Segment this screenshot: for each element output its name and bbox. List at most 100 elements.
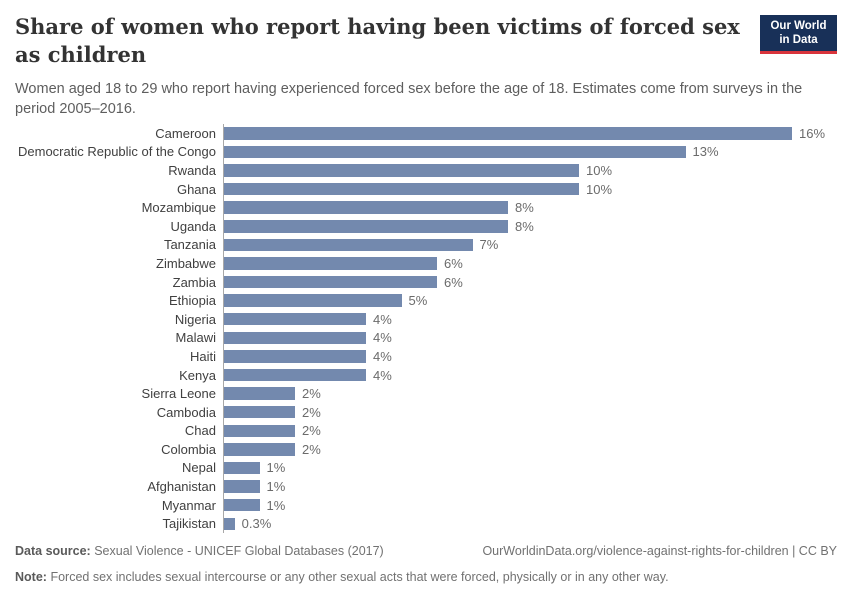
country-label: Rwanda bbox=[168, 162, 216, 178]
bar-track: 6% bbox=[223, 272, 850, 292]
bar-track: 2% bbox=[223, 440, 850, 459]
chart-row: Colombia 2% bbox=[0, 440, 850, 459]
bar[interactable] bbox=[224, 387, 295, 400]
value-label: 13% bbox=[692, 144, 719, 160]
value-label: 2% bbox=[302, 441, 321, 457]
bar[interactable] bbox=[224, 220, 508, 233]
bar-chart: Cameroon 16% Democratic Republic of the Co… bbox=[0, 124, 850, 534]
chart-row: Tajikistan 0.3% bbox=[0, 514, 850, 534]
bar-track: 4% bbox=[223, 309, 850, 329]
note-label: Note: bbox=[15, 570, 47, 585]
bar-track: 1% bbox=[223, 477, 850, 496]
bar-rows: Cameroon 16% Democratic Republic of the Co… bbox=[0, 124, 850, 534]
bar-track: 0.3% bbox=[223, 514, 850, 534]
value-label: 10% bbox=[586, 162, 613, 178]
chart-row: Rwanda 10% bbox=[0, 161, 850, 180]
data-source-label: Data source: bbox=[15, 544, 91, 558]
chart-row: Afghanistan 1% bbox=[0, 477, 850, 496]
chart-row: Ethiopia 5% bbox=[0, 291, 850, 310]
country-label: Ghana bbox=[176, 181, 216, 197]
bar-track: 4% bbox=[223, 365, 850, 385]
bar[interactable] bbox=[224, 461, 260, 475]
footer: Data source: Sexual Violence - UNICEF Gl… bbox=[15, 543, 837, 586]
bar[interactable] bbox=[224, 164, 579, 177]
bar-track: 8% bbox=[223, 216, 850, 236]
bar[interactable] bbox=[224, 294, 402, 307]
chart-row: Kenya 4% bbox=[0, 365, 850, 385]
country-label: Zambia bbox=[172, 274, 216, 290]
value-label: 1% bbox=[266, 497, 286, 513]
bar-track: 1% bbox=[223, 458, 850, 478]
owid-logo-line2: in Data bbox=[779, 34, 818, 47]
chart-row: Chad 2% bbox=[0, 421, 850, 441]
bar[interactable] bbox=[224, 182, 579, 196]
country-label: Myanmar bbox=[161, 497, 216, 513]
chart-row: Malawi 4% bbox=[0, 328, 850, 348]
owid-url-link[interactable]: OurWorldinData.org/violence-against-righ… bbox=[482, 544, 837, 558]
country-label: Nepal bbox=[182, 460, 216, 476]
bar[interactable] bbox=[224, 331, 366, 345]
chart-subtitle: Women aged 18 to 29 who report having ex… bbox=[15, 81, 803, 117]
bar-track: 2% bbox=[223, 421, 850, 441]
value-label: 8% bbox=[515, 218, 534, 234]
bar[interactable] bbox=[224, 443, 295, 456]
bar[interactable] bbox=[224, 368, 366, 382]
bar-track: 2% bbox=[223, 402, 850, 422]
chart-row: Mozambique 8% bbox=[0, 198, 850, 217]
value-label: 8% bbox=[515, 200, 534, 216]
bar[interactable] bbox=[224, 201, 508, 214]
data-source-line: Data source: Sexual Violence - UNICEF Gl… bbox=[15, 543, 384, 559]
page-title: Share of women who report having been vi… bbox=[15, 14, 740, 67]
bar-track: 8% bbox=[223, 198, 850, 217]
chart-row: Tanzania 7% bbox=[0, 235, 850, 255]
bar[interactable] bbox=[224, 350, 366, 363]
chart-row: Sierra Leone 2% bbox=[0, 384, 850, 403]
country-label: Afghanistan bbox=[147, 479, 216, 495]
bar[interactable] bbox=[224, 517, 235, 531]
value-label: 4% bbox=[373, 367, 392, 383]
country-label: Uganda bbox=[170, 218, 216, 234]
owid-logo[interactable]: Our World in Data bbox=[760, 15, 837, 54]
value-label: 4% bbox=[373, 348, 392, 364]
value-label: 2% bbox=[302, 404, 321, 420]
bar[interactable] bbox=[224, 257, 437, 270]
value-label: 4% bbox=[373, 330, 392, 346]
bar-track: 13% bbox=[223, 142, 850, 162]
chart-row: Zimbabwe 6% bbox=[0, 254, 850, 273]
country-label: Nigeria bbox=[174, 311, 216, 327]
note-line: Note: Forced sex includes sexual interco… bbox=[15, 569, 837, 585]
bar[interactable] bbox=[224, 498, 260, 512]
bar[interactable] bbox=[224, 480, 260, 493]
value-label: 10% bbox=[586, 181, 613, 197]
value-label: 6% bbox=[444, 255, 463, 271]
value-label: 1% bbox=[266, 460, 286, 476]
bar[interactable] bbox=[224, 424, 295, 438]
country-label: Ethiopia bbox=[169, 293, 216, 309]
bar[interactable] bbox=[224, 275, 437, 289]
country-label: Tajikistan bbox=[162, 516, 216, 532]
value-label: 7% bbox=[479, 237, 499, 253]
note-text: Forced sex includes sexual intercourse o… bbox=[50, 570, 669, 585]
owid-logo-line1: Our World bbox=[770, 20, 827, 32]
country-label: Kenya bbox=[179, 367, 216, 383]
country-label: Cambodia bbox=[156, 404, 216, 420]
bar[interactable] bbox=[224, 145, 686, 159]
data-source-text: Sexual Violence - UNICEF Global Database… bbox=[94, 544, 384, 558]
country-label: Chad bbox=[184, 423, 216, 439]
bar-track: 10% bbox=[223, 179, 850, 199]
bar[interactable] bbox=[224, 127, 792, 140]
bar-track: 4% bbox=[223, 328, 850, 348]
chart-row: Myanmar 1% bbox=[0, 495, 850, 515]
value-label: 1% bbox=[266, 479, 286, 495]
value-label: 0.3% bbox=[241, 516, 272, 532]
country-label: Mozambique bbox=[141, 200, 216, 216]
value-label: 2% bbox=[302, 423, 321, 439]
country-label: Malawi bbox=[175, 330, 216, 346]
chart-row: Ghana 10% bbox=[0, 179, 850, 199]
bar-track: 1% bbox=[223, 495, 850, 515]
chart-row: Democratic Republic of the Congo 13% bbox=[0, 142, 850, 162]
bar-track: 2% bbox=[223, 384, 850, 403]
bar[interactable] bbox=[224, 405, 295, 419]
bar[interactable] bbox=[224, 312, 366, 326]
bar[interactable] bbox=[224, 238, 473, 252]
